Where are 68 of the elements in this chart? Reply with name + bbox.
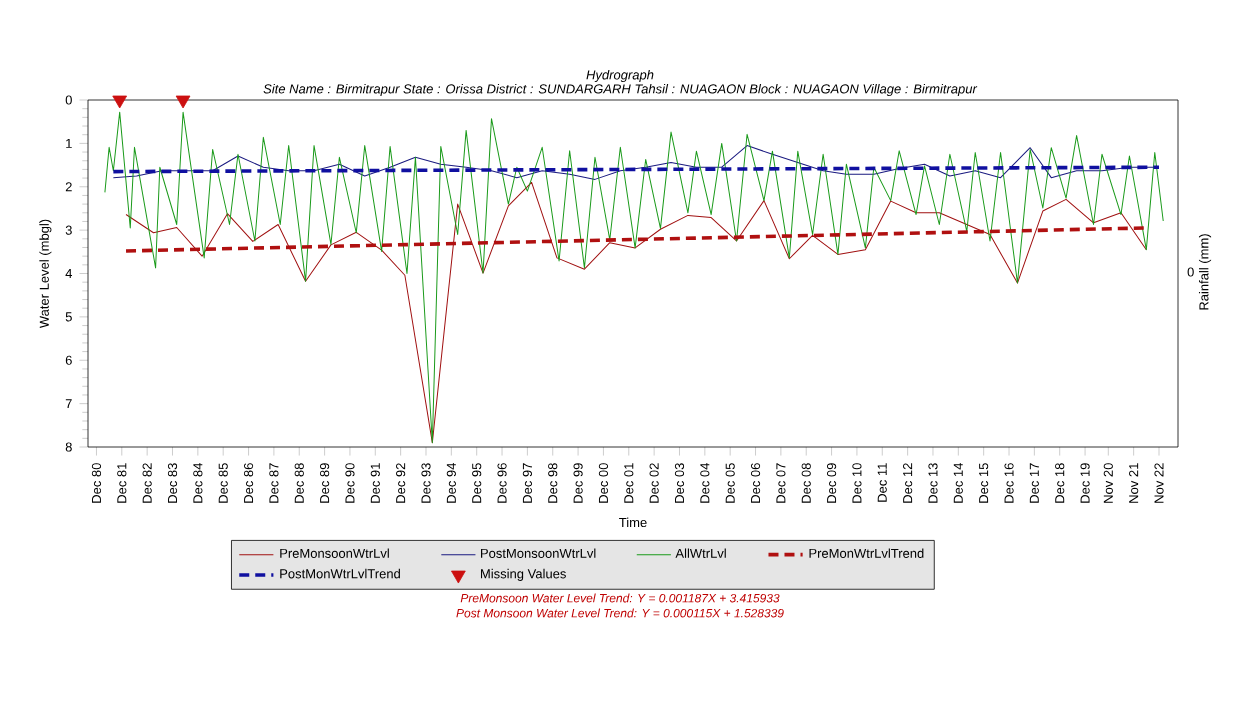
x-tick-label: Dec 08: [801, 463, 811, 503]
x-tick-label: Dec 91: [370, 463, 380, 503]
legend-label: PostMonsoonWtrLvl: [481, 548, 596, 558]
legend-label: PreMonWtrLvlTrend: [809, 548, 924, 558]
x-tick-label: Dec 17: [1029, 463, 1039, 503]
x-tick-label: Dec 14: [953, 463, 963, 503]
line-series: [125, 181, 1147, 444]
x-tick-label: Dec 99: [573, 463, 583, 503]
y-tick-label: 2: [65, 182, 72, 192]
x-tick-label: Dec 81: [117, 463, 127, 503]
y-tick-label: 6: [65, 355, 72, 365]
x-tick-label: Dec 86: [243, 463, 254, 503]
x-tick-label: Nov 20: [1103, 463, 1113, 503]
x-tick-label: Dec 80: [91, 463, 102, 503]
x-tick-label: Dec 94: [446, 463, 456, 503]
legend-label: PreMonsoonWtrLvl: [280, 548, 389, 558]
x-tick-label: Dec 96: [497, 463, 507, 503]
x-tick-label: Dec 00: [598, 463, 609, 503]
chart-title: Hydrograph: [586, 69, 654, 83]
x-tick-label: Nov 21: [1129, 463, 1139, 503]
text: Post Monsoon Water Level Trend: Y = 0.000115X + 1.528339: [456, 608, 784, 618]
x-tick-label: Dec 13: [928, 463, 938, 503]
x-axis-title: Time: [619, 517, 647, 528]
x-tick-label: Dec 85: [218, 463, 228, 503]
x-tick-label: Nov 22: [1154, 463, 1164, 503]
x-tick-label: Dec 01: [624, 463, 634, 503]
x-tick-label: Dec 95: [472, 463, 482, 503]
y-tick-label: 5: [65, 312, 72, 322]
legend-label: AllWtrLvl: [675, 548, 726, 558]
x-tick-label: Dec 06: [750, 463, 761, 503]
y-tick-label: 8: [65, 442, 72, 452]
text: PreMonsoon Water Level Trend: Y = 0.001187X + 3.415933: [460, 593, 780, 603]
y-tick-label: 0: [65, 95, 72, 105]
x-tick-label: Dec 05: [725, 463, 735, 503]
x-tick-label: Dec 07: [776, 463, 786, 503]
legend-label: PostMonWtrLvlTrend: [280, 568, 400, 579]
y-tick-label: 1: [66, 138, 72, 148]
legend-label: Missing Values: [481, 568, 566, 581]
x-tick-label: Dec 98: [548, 463, 558, 503]
x-tick-label: Dec 18: [1055, 463, 1065, 503]
y2-axis-title: Rainfall (mm): [1198, 234, 1212, 310]
x-tick-label: Dec 84: [193, 463, 203, 503]
x-tick-label: Dec 02: [649, 463, 659, 503]
text: 0: [1187, 267, 1194, 277]
x-tick-label: Dec 11: [877, 463, 887, 502]
y-tick-label: 7: [65, 399, 72, 409]
y-tick-label: 3: [65, 225, 72, 235]
y-axis-title: Water Level (mbgl): [39, 219, 52, 329]
line-series: [104, 111, 1164, 444]
x-tick-label: Dec 90: [345, 463, 355, 503]
x-tick-label: Dec 19: [1080, 463, 1090, 503]
x-tick-label: Dec 12: [903, 463, 913, 503]
x-tick-label: Dec 16: [1004, 463, 1014, 503]
x-tick-label: Dec 10: [852, 463, 862, 503]
x-tick-label: Dec 83: [167, 463, 178, 503]
x-tick-label: Dec 03: [674, 463, 685, 503]
x-tick-label: Dec 87: [269, 463, 279, 503]
x-tick-label: Dec 97: [522, 463, 532, 503]
x-tick-label: Dec 93: [421, 463, 431, 503]
x-tick-label: Dec 04: [700, 463, 710, 503]
chart-subtitle: Site Name : Birmitrapur State : Orissa District : SUNDARGARH Tahsil : NUAGAON Block : NUAGAON Village : Birmitrapur: [263, 83, 978, 97]
x-tick-label: Dec 92: [396, 463, 406, 503]
x-tick-label: Dec 89: [320, 463, 330, 503]
x-tick-label: Dec 09: [826, 463, 837, 503]
x-tick-label: Dec 88: [294, 463, 304, 503]
x-tick-label: Dec 15: [979, 463, 989, 503]
x-tick-label: Dec 82: [142, 463, 152, 503]
y-tick-label: 4: [65, 269, 73, 278]
